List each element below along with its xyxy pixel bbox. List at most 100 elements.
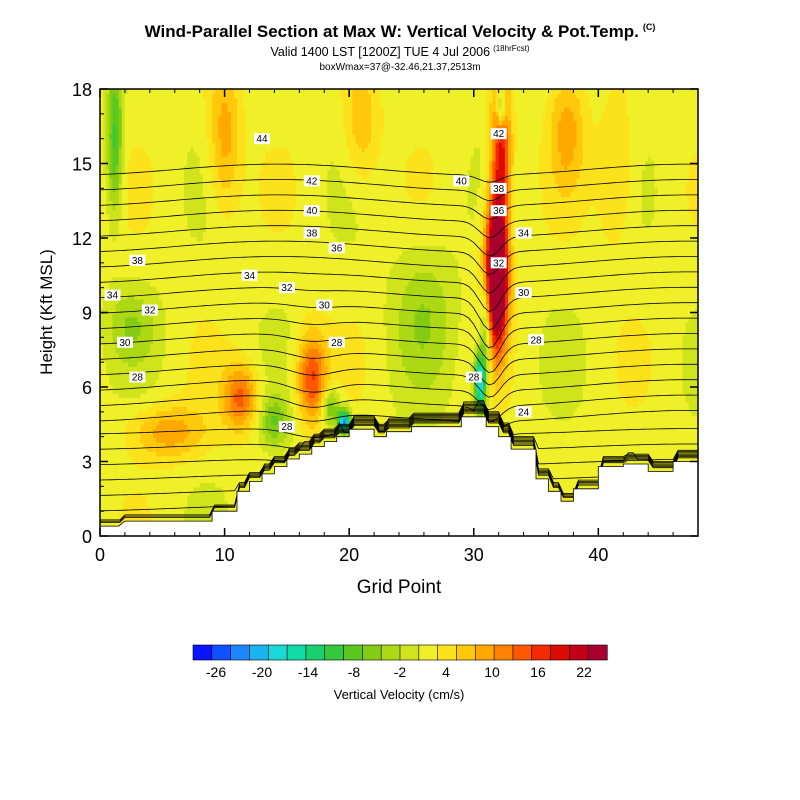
w-cell — [165, 316, 170, 323]
w-cell — [109, 102, 114, 108]
w-cell — [103, 205, 107, 211]
w-cell — [152, 410, 157, 416]
w-cell — [168, 272, 173, 278]
w-cell — [112, 419, 117, 425]
w-cell — [140, 173, 145, 179]
w-cell — [156, 464, 160, 470]
w-cell — [137, 464, 142, 470]
w-cell — [100, 415, 104, 421]
w-cell — [103, 460, 107, 466]
w-cell — [106, 468, 110, 475]
w-cell — [131, 272, 135, 278]
w-cell — [156, 89, 160, 95]
w-cell — [149, 477, 154, 483]
w-cell — [168, 173, 173, 179]
w-cell — [112, 518, 117, 524]
w-cell — [137, 182, 142, 188]
w-cell — [159, 151, 163, 157]
w-cell — [168, 509, 173, 515]
w-cell — [137, 156, 142, 162]
w-cell — [143, 263, 148, 269]
w-cell — [146, 325, 151, 331]
w-cell — [103, 272, 107, 278]
w-cell — [103, 455, 107, 461]
w-cell — [100, 513, 104, 519]
w-cell — [109, 352, 114, 358]
w-cell — [103, 89, 107, 95]
w-cell — [165, 223, 170, 229]
w-cell — [131, 330, 135, 336]
w-cell — [171, 106, 176, 112]
w-cell — [149, 509, 154, 515]
w-cell — [137, 227, 142, 233]
w-cell — [140, 477, 145, 483]
w-cell — [137, 392, 142, 399]
w-cell — [124, 451, 129, 457]
w-cell — [134, 106, 138, 112]
w-cell — [162, 509, 166, 515]
w-cell — [112, 281, 117, 287]
w-cell — [134, 495, 138, 501]
w-cell — [118, 151, 123, 157]
w-cell — [165, 370, 170, 376]
w-cell — [159, 312, 163, 318]
w-cell — [106, 384, 110, 390]
w-cell — [137, 451, 142, 457]
w-cell — [168, 133, 173, 139]
w-cell — [131, 151, 135, 157]
w-cell — [140, 187, 145, 193]
w-cell — [134, 424, 138, 430]
w-cell — [128, 509, 132, 515]
w-cell — [100, 433, 104, 439]
w-cell — [106, 115, 110, 121]
w-cell — [118, 240, 123, 247]
w-cell — [171, 209, 176, 215]
w-cell — [128, 263, 132, 269]
w-cell — [124, 133, 129, 139]
w-cell — [171, 164, 176, 171]
w-cell — [137, 348, 142, 354]
w-cell — [121, 267, 126, 273]
w-cell — [159, 446, 163, 452]
w-cell — [118, 214, 123, 220]
w-cell — [128, 325, 132, 331]
w-cell — [143, 375, 148, 381]
w-cell — [115, 227, 120, 233]
w-cell — [140, 267, 145, 273]
w-cell — [100, 388, 104, 394]
w-cell — [156, 308, 160, 314]
w-cell — [146, 361, 151, 367]
w-cell — [152, 339, 157, 345]
w-cell — [131, 223, 135, 229]
w-cell — [162, 156, 166, 162]
w-cell — [156, 129, 160, 135]
w-cell — [159, 495, 163, 501]
w-cell — [128, 495, 132, 501]
w-cell — [149, 419, 154, 425]
w-cell — [171, 276, 176, 282]
w-cell — [152, 156, 157, 162]
w-cell — [100, 294, 104, 300]
w-cell — [109, 111, 114, 117]
w-cell — [131, 93, 135, 99]
w-cell — [137, 214, 142, 220]
w-cell — [140, 509, 145, 515]
w-cell — [106, 339, 110, 345]
w-cell — [143, 437, 148, 443]
w-cell — [149, 285, 154, 291]
w-cell — [131, 106, 135, 112]
w-cell — [156, 343, 160, 349]
w-cell — [118, 312, 123, 318]
w-cell — [109, 357, 114, 363]
w-cell — [165, 258, 170, 264]
w-cell — [152, 397, 157, 403]
w-cell — [137, 187, 142, 193]
w-cell — [103, 428, 107, 434]
w-cell — [146, 245, 151, 251]
w-cell — [165, 290, 170, 296]
w-cell — [162, 169, 166, 175]
w-cell — [115, 276, 120, 282]
w-cell — [140, 428, 145, 434]
w-cell — [159, 477, 163, 483]
title-units-mark: (C) — [642, 22, 656, 33]
